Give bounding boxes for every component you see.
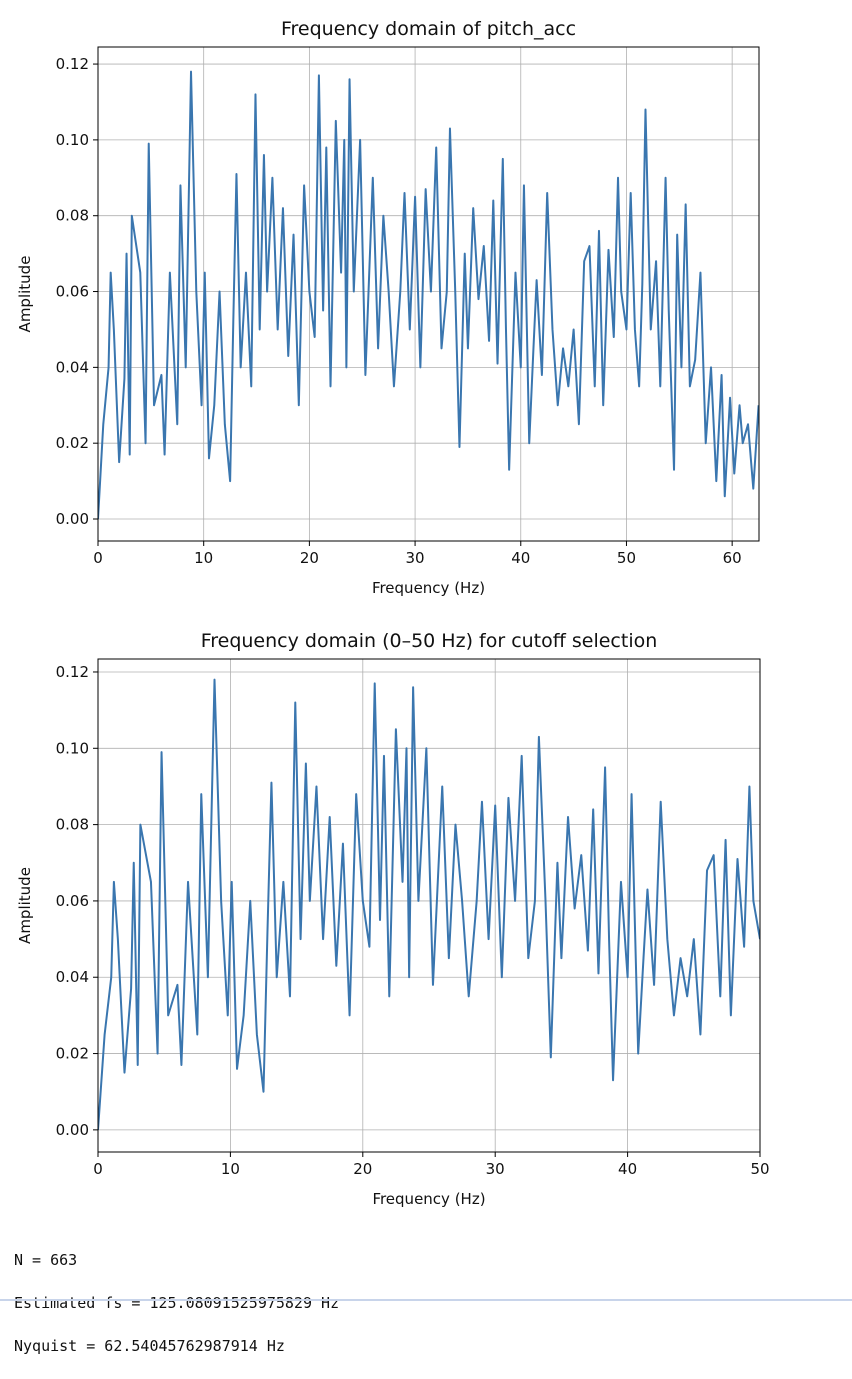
- y-tick-label: 0.10: [56, 739, 89, 757]
- x-tick-label: 0: [93, 1160, 103, 1178]
- y-tick-label: 0.04: [56, 358, 89, 376]
- chart-title: Frequency domain of pitch_acc: [281, 18, 576, 40]
- charts: Frequency domain of pitch_acc 0 10 20 30 40 50…: [16, 18, 770, 1208]
- y-axis-label: Amplitude: [16, 256, 34, 333]
- y-tick-label: 0.06: [56, 283, 89, 301]
- x-tick-label: 50: [750, 1160, 769, 1178]
- x-tick-label: 0: [93, 549, 103, 567]
- x-tick-label: 20: [353, 1160, 372, 1178]
- y-tick-label: 0.08: [56, 816, 89, 834]
- output: N = 663 Estimated fs = 125.0809152597582…: [14, 1228, 339, 1379]
- output-line: Nyquist = 62.54045762987914 Hz: [14, 1336, 285, 1355]
- y-axis-label: Amplitude: [16, 867, 34, 944]
- y-tick-label: 0.12: [56, 55, 89, 73]
- line: [98, 678, 760, 1130]
- plot-frame: [97, 46, 760, 542]
- y-tick-label: 0.12: [56, 663, 89, 681]
- y-tick-label: 0.00: [56, 510, 89, 528]
- y-tick-label: 0.00: [56, 1121, 89, 1139]
- cell-border: [0, 1299, 852, 1301]
- plot-frame: [97, 658, 761, 1153]
- x-tick-label: 20: [300, 549, 319, 567]
- chart-title: Frequency domain (0–50 Hz) for cutoff se…: [201, 630, 658, 652]
- x-tick-label: 60: [723, 549, 742, 567]
- y-tick-label: 0.08: [56, 207, 89, 225]
- x-tick-label: 30: [406, 549, 425, 567]
- y-tick-label: 0.06: [56, 892, 89, 910]
- x-tick-label: 30: [486, 1160, 505, 1178]
- x-tick-label: 10: [221, 1160, 240, 1178]
- x-tick-label: 40: [511, 549, 530, 567]
- output-line: Estimated fs = 125.08091525975829 Hz: [14, 1293, 340, 1312]
- y-tick-label: 0.04: [56, 968, 89, 986]
- x-axis-label: Frequency (Hz): [372, 579, 485, 597]
- x-tick-label: 50: [617, 549, 636, 567]
- x-tick-label: 40: [618, 1160, 637, 1178]
- output-line: N = 663: [14, 1250, 78, 1269]
- x-axis-label: Frequency (Hz): [372, 1190, 485, 1208]
- line: [98, 70, 759, 520]
- page: Frequency domain of pitch_acc 0 10 20 30 40 50…: [0, 18, 852, 1355]
- x-tick-label: 10: [194, 549, 213, 567]
- y-tick-label: 0.10: [56, 131, 89, 149]
- y-tick-label: 0.02: [56, 1045, 89, 1063]
- y-tick-label: 0.02: [56, 434, 89, 452]
